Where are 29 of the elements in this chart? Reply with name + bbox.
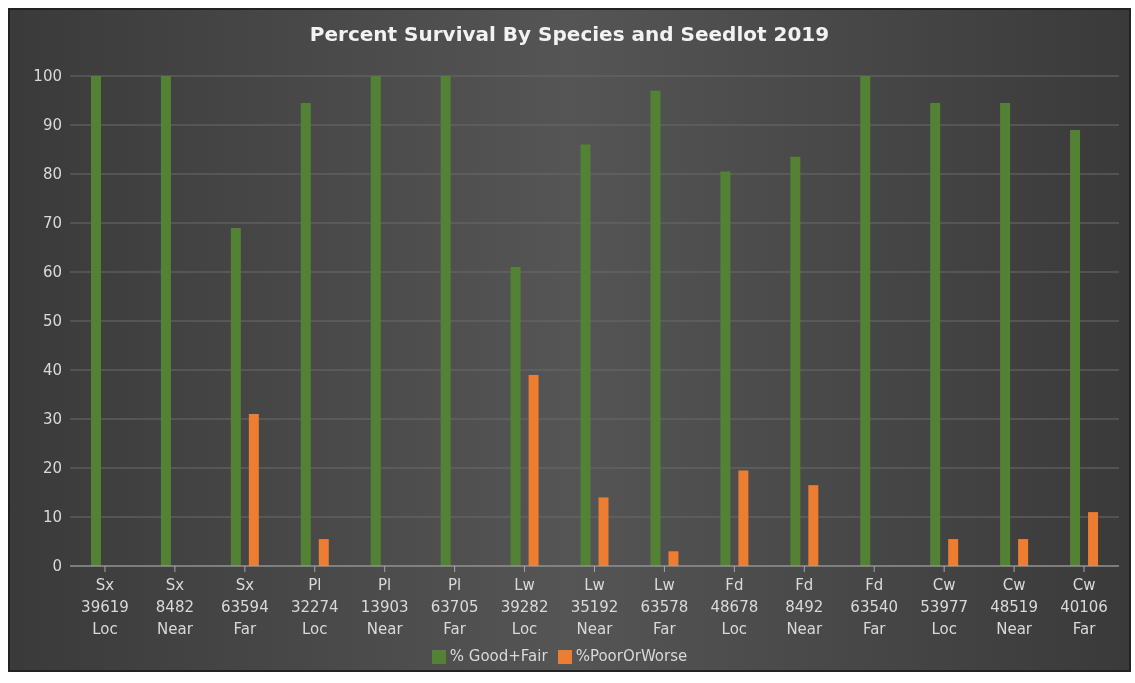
y-tick-label: 30 <box>42 410 62 429</box>
x-tick-label: Fd 48678 Loc <box>710 576 759 638</box>
y-tick-label: 20 <box>42 459 62 478</box>
x-tick-label: Fd 8492 Near <box>785 576 824 638</box>
x-tick-label: Sx 39619 Loc <box>81 576 129 638</box>
y-tick-label: 10 <box>42 508 62 527</box>
x-tick-label: Cw 53977 Loc <box>920 576 969 638</box>
y-tick-label: 100 <box>33 67 62 86</box>
x-tick-label: Pl 13903 Near <box>360 576 409 638</box>
x-tick-label: Sx 63594 Far <box>220 576 269 638</box>
y-tick-label: 90 <box>42 116 62 135</box>
y-tick-label: 40 <box>42 361 62 380</box>
y-tick-label: 70 <box>42 214 62 233</box>
legend-label: % Good+Fair <box>449 647 548 665</box>
x-tick-label: Cw 40106 Far <box>1060 576 1108 638</box>
x-tick-label: Sx 8482 Near <box>155 576 194 638</box>
x-tick-label: Cw 48519 Near <box>990 576 1038 638</box>
x-tick-label: Fd 63540 Far <box>850 576 899 638</box>
x-tick-label: Lw 35192 Near <box>570 576 619 638</box>
y-tick-label: 0 <box>52 557 62 576</box>
y-tick-label: 80 <box>42 165 62 184</box>
x-tick-label: Pl 32274 Loc <box>290 576 339 638</box>
chart-title: Percent Survival By Species and Seedlot 2019 <box>308 21 831 48</box>
x-tick-label: Lw 63578 Far <box>640 576 689 638</box>
x-tick-label: Lw 39282 Loc <box>500 576 549 638</box>
x-tick-label: Pl 63705 Far <box>430 576 479 638</box>
y-tick-label: 60 <box>42 263 62 282</box>
y-tick-label: 50 <box>42 312 62 331</box>
legend-label: %PoorOrWorse <box>575 647 688 665</box>
